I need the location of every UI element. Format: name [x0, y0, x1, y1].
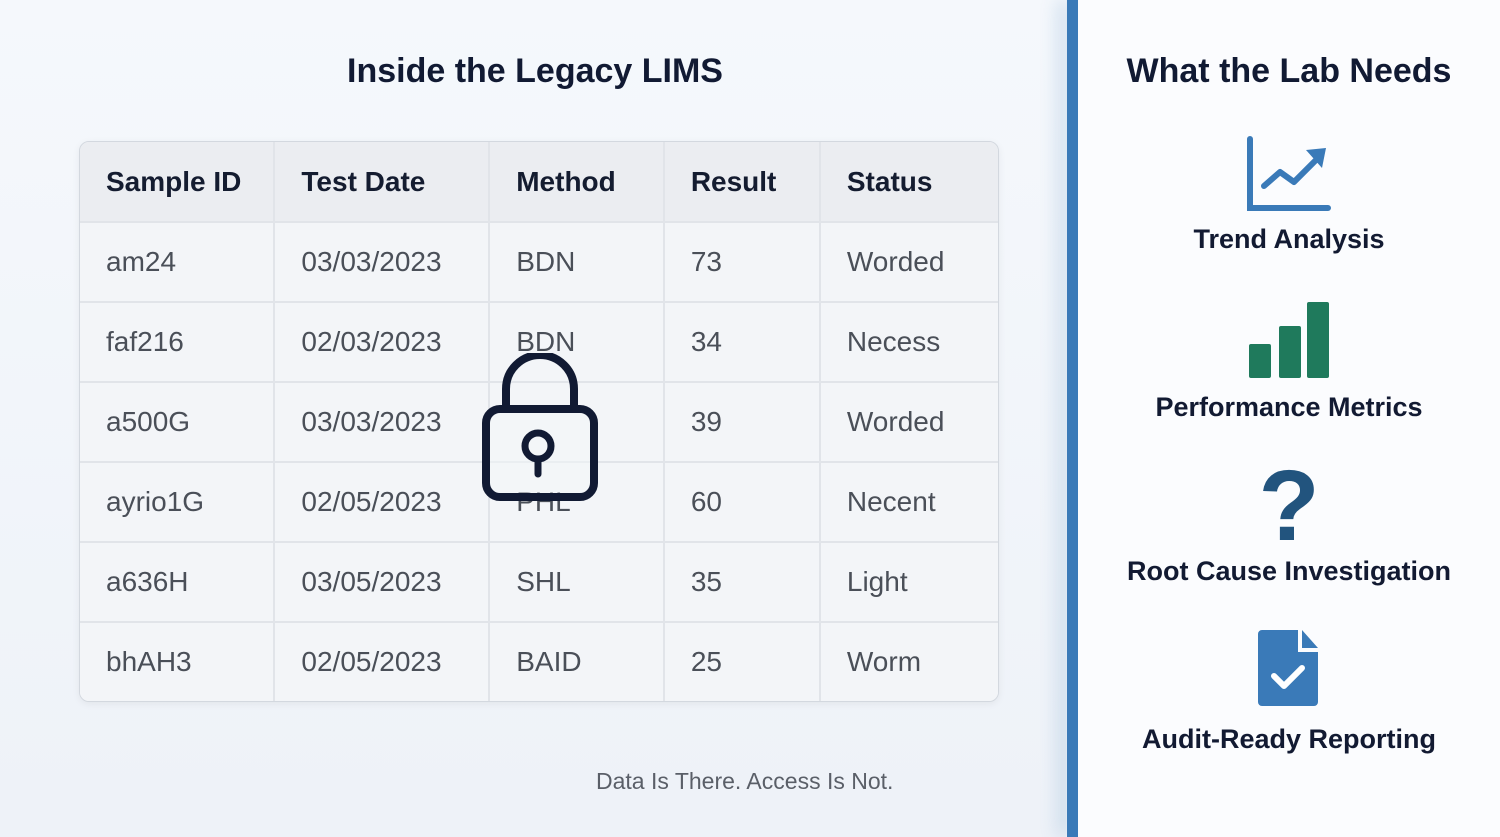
- table-cell: 03/03/2023: [275, 383, 491, 463]
- table-cell: 02/05/2023: [275, 463, 491, 543]
- table-cell: a636H: [80, 543, 276, 623]
- need-item-performance-metrics: Performance Metrics: [1078, 300, 1500, 423]
- table-cell: Necess: [820, 303, 998, 383]
- table-cell: 35: [664, 543, 821, 623]
- column-header: Test Date: [275, 142, 491, 223]
- need-item-audit-reporting: Audit-Ready Reporting: [1078, 630, 1500, 755]
- table-row: am24 03/03/2023 BDN 73 Worded: [80, 223, 998, 303]
- table-cell: BDN: [490, 223, 665, 303]
- table-cell: am24: [80, 223, 276, 303]
- table-cell: 25: [664, 623, 821, 701]
- table-cell: Worm: [820, 623, 998, 701]
- table-cell: Worded: [820, 223, 998, 303]
- left-panel-title: Inside the Legacy LIMS: [347, 52, 723, 90]
- table-cell: faf216: [80, 303, 276, 383]
- document-check-icon: [1258, 630, 1318, 706]
- table-cell: 02/05/2023: [275, 623, 491, 701]
- column-header: Status: [820, 142, 998, 223]
- trend-chart-icon: [1247, 136, 1331, 211]
- need-label: Root Cause Investigation: [1126, 556, 1452, 586]
- table-cell: 73: [664, 223, 821, 303]
- need-label: Trend Analysis: [1193, 224, 1385, 254]
- table-row: a636H 03/05/2023 SHL 35 Light: [80, 543, 998, 623]
- footer-caption: Data Is There. Access Is Not.: [596, 768, 894, 794]
- table-cell: BDN: [490, 303, 665, 383]
- table-cell: bhAH3: [80, 623, 276, 701]
- question-mark-icon: ?: [1259, 460, 1319, 546]
- need-label: Audit-Ready Reporting: [1142, 724, 1436, 754]
- panel-divider: [1067, 0, 1078, 837]
- right-panel-title: What the Lab Needs: [1126, 52, 1452, 90]
- column-header: Sample ID: [80, 142, 276, 223]
- table-cell: Worded: [820, 383, 998, 463]
- table-cell: BAID: [490, 623, 665, 701]
- table-cell: 39: [664, 383, 821, 463]
- table-cell: SHL: [490, 543, 665, 623]
- table-cell: 03/03/2023: [275, 223, 491, 303]
- table-cell: 03/05/2023: [275, 543, 491, 623]
- table-cell: ayrio1G: [80, 463, 276, 543]
- table-cell: Necent: [820, 463, 998, 543]
- table-row: faf216 02/03/2023 BDN 34 Necess: [80, 303, 998, 383]
- need-label: Performance Metrics: [1155, 392, 1423, 422]
- need-item-root-cause: ? Root Cause Investigation: [1078, 460, 1500, 587]
- table-cell: a500G: [80, 383, 276, 463]
- column-header: Method: [490, 142, 665, 223]
- svg-text:?: ?: [1259, 460, 1319, 546]
- table-cell: 02/03/2023: [275, 303, 491, 383]
- table-cell: 60: [664, 463, 821, 543]
- lock-icon: [482, 353, 598, 501]
- column-header: Result: [664, 142, 821, 223]
- table-cell: Light: [820, 543, 998, 623]
- table-row: ayrio1G 02/05/2023 PHL 60 Necent: [80, 463, 998, 543]
- bar-chart-icon: [1249, 302, 1329, 378]
- need-item-trend-analysis: Trend Analysis: [1078, 136, 1500, 255]
- table-row: bhAH3 02/05/2023 BAID 25 Worm: [80, 623, 998, 701]
- table-cell: 34: [664, 303, 821, 383]
